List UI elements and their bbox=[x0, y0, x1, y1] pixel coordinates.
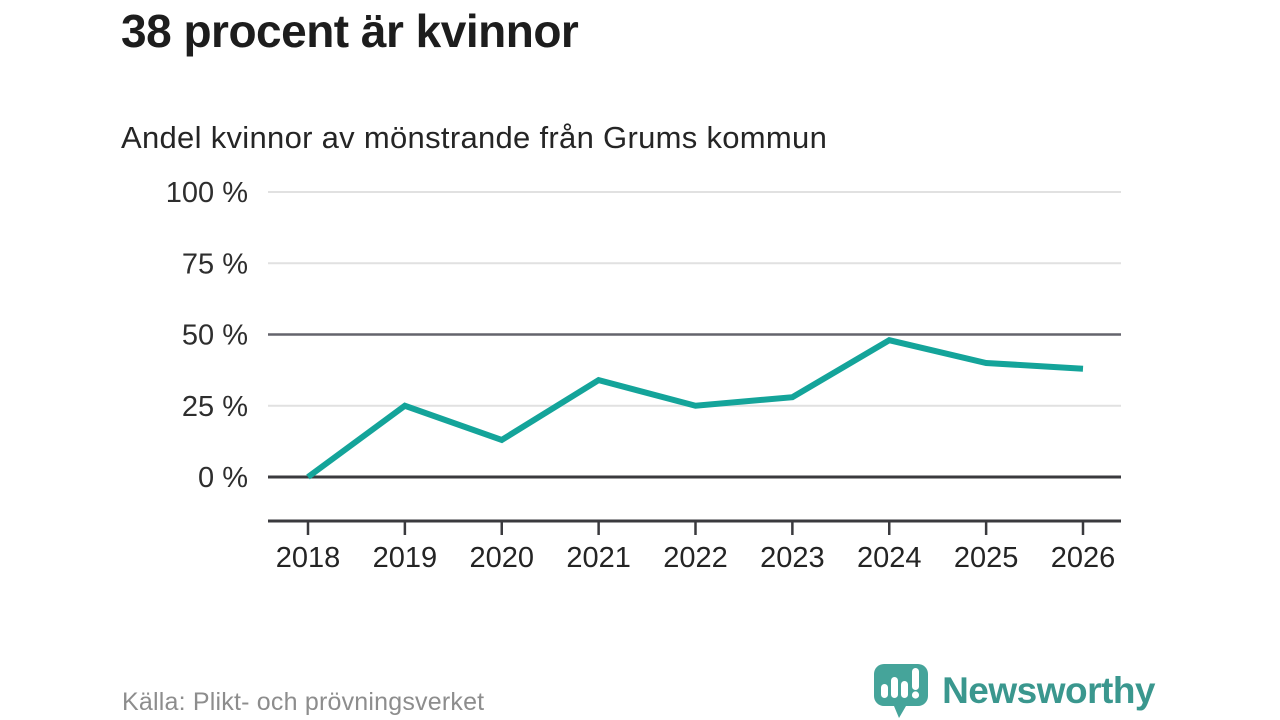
bar-1 bbox=[881, 684, 889, 698]
bar-3 bbox=[901, 681, 909, 698]
x-tick-label: 2023 bbox=[760, 542, 825, 574]
bar-2 bbox=[891, 677, 899, 698]
newsworthy-logo-icon bbox=[874, 664, 929, 718]
source-note: Källa: Plikt- och prövningsverket bbox=[122, 688, 485, 716]
x-tick-label: 2018 bbox=[276, 542, 341, 574]
x-tick-label: 2025 bbox=[954, 542, 1019, 574]
newsworthy-logo-text: Newsworthy bbox=[942, 670, 1155, 711]
x-tick-label: 2026 bbox=[1051, 542, 1116, 574]
chart-subtitle: Andel kvinnor av mönstrande från Grums k… bbox=[121, 120, 828, 155]
newsworthy-logo: Newsworthy bbox=[872, 662, 1155, 720]
data-line-andel-kvinnor bbox=[306, 337, 1084, 480]
y-tick-label: 100 % bbox=[166, 177, 248, 209]
chart-title: 38 procent är kvinnor bbox=[121, 5, 579, 57]
exclamation-bar bbox=[912, 668, 920, 690]
y-tick-label: 75 % bbox=[182, 248, 248, 280]
x-tick-label: 2020 bbox=[469, 542, 534, 574]
y-tick-label: 0 % bbox=[198, 462, 248, 494]
x-tick-label: 2024 bbox=[857, 542, 922, 574]
x-tick-label: 2021 bbox=[566, 542, 631, 574]
y-tick-label: 50 % bbox=[182, 320, 248, 352]
exclamation-dot bbox=[911, 691, 920, 699]
y-tick-label: 25 % bbox=[182, 391, 248, 423]
x-tick-label: 2022 bbox=[663, 542, 728, 574]
x-tick-label: 2019 bbox=[373, 542, 438, 574]
